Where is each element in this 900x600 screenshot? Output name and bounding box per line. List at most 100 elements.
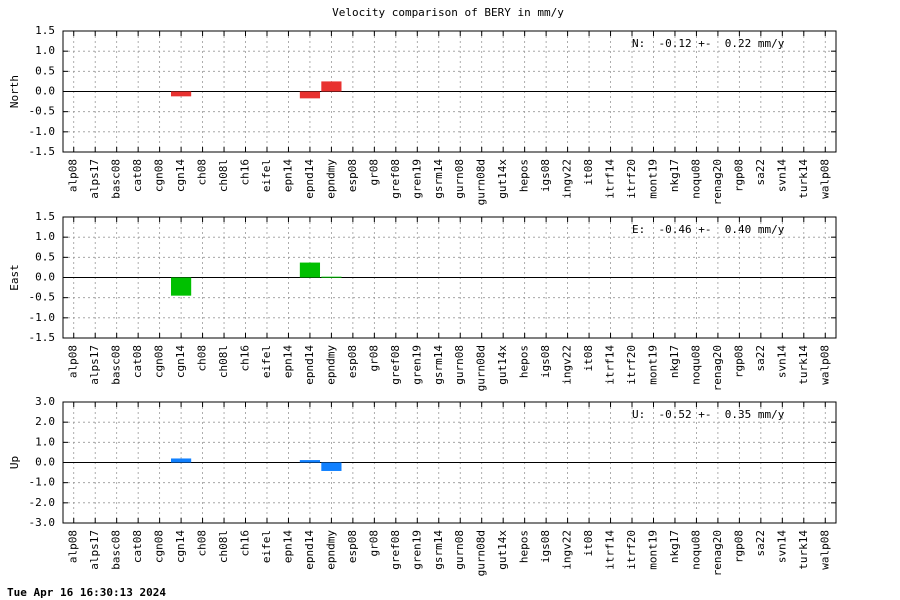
x-tick-label: basc08	[110, 530, 123, 570]
x-tick-label: ch08	[196, 345, 209, 372]
x-tick-label: ch16	[239, 159, 252, 186]
x-tick-label: hepos	[518, 345, 531, 378]
x-tick-label: walp08	[818, 159, 831, 199]
bar	[321, 462, 342, 471]
x-tick-label: epndmy	[324, 159, 337, 199]
x-tick-label: turk14	[797, 530, 810, 570]
x-tick-label: ingv22	[561, 530, 574, 570]
x-tick-label: gref08	[389, 530, 402, 570]
x-tick-label: nkg17	[668, 159, 681, 192]
x-tick-label: gurn08	[453, 345, 466, 385]
x-tick-label: renag20	[711, 159, 724, 205]
x-tick-label: eifel	[260, 345, 273, 378]
bar	[171, 458, 192, 463]
y-tick-label: -1.5	[29, 145, 56, 158]
x-tick-label: sa22	[754, 345, 767, 372]
x-tick-label: mont19	[646, 159, 659, 199]
bar	[299, 262, 321, 278]
y-axis-label: Up	[8, 456, 21, 469]
x-tick-label: cgn14	[174, 345, 187, 378]
y-tick-label: 0.0	[35, 271, 55, 284]
x-tick-label: svn14	[775, 159, 788, 192]
plot-frame	[62, 216, 837, 339]
x-tick-label: igs08	[539, 345, 552, 378]
x-tick-label: noqu08	[689, 530, 702, 570]
x-tick-label: epn14	[281, 159, 294, 192]
x-tick-label: gref08	[389, 159, 402, 199]
y-tick-label: -1.0	[29, 125, 56, 138]
x-tick-label: rgp08	[732, 530, 745, 563]
x-tick-label: epnd14	[303, 530, 316, 570]
x-tick-label: gurn08	[453, 159, 466, 199]
x-tick-label: alps17	[88, 159, 101, 199]
x-tick-label: itrf20	[625, 345, 638, 385]
x-tick-label: gut14x	[496, 345, 509, 385]
y-tick-label: -1.5	[29, 331, 56, 344]
x-tick-label: rgp08	[732, 345, 745, 378]
x-tick-label: itrf14	[604, 345, 617, 385]
page-title: Velocity comparison of BERY in mm/y	[332, 6, 564, 19]
x-tick-label: gren19	[410, 530, 423, 570]
x-tick-label: turk14	[797, 159, 810, 199]
x-tick-label: basc08	[110, 159, 123, 199]
x-tick-label: basc08	[110, 345, 123, 385]
x-tick-label: walp08	[818, 345, 831, 385]
x-tick-label: gsrm14	[432, 530, 445, 570]
x-tick-label: renag20	[711, 345, 724, 391]
x-tick-label: gren19	[410, 345, 423, 385]
x-tick-label: svn14	[775, 530, 788, 563]
x-tick-label: gut14x	[496, 530, 509, 570]
y-axis-label: North	[8, 75, 21, 108]
annotation: U: -0.52 +- 0.35 mm/y	[632, 408, 785, 421]
y-tick-label: -2.0	[29, 496, 56, 509]
annotation: E: -0.46 +- 0.40 mm/y	[632, 223, 785, 236]
x-tick-label: nkg17	[668, 345, 681, 378]
x-tick-label: walp08	[818, 530, 831, 570]
x-tick-label: alp08	[67, 159, 80, 192]
x-tick-label: cat08	[131, 345, 144, 378]
x-tick-label: it08	[582, 530, 595, 557]
y-tick-label: -1.0	[29, 311, 56, 324]
x-tick-label: gr08	[367, 345, 380, 372]
x-tick-label: cgn14	[174, 530, 187, 563]
x-tick-label: alps17	[88, 345, 101, 385]
x-tick-label: eifel	[260, 159, 273, 192]
x-tick-label: epnd14	[303, 345, 316, 385]
y-tick-label: 1.0	[35, 435, 55, 448]
x-tick-label: cat08	[131, 159, 144, 192]
y-tick-label: 2.0	[35, 415, 55, 428]
x-tick-label: cgn08	[153, 159, 166, 192]
x-tick-label: cgn08	[153, 345, 166, 378]
x-tick-label: gut14x	[496, 159, 509, 199]
x-tick-label: hepos	[518, 159, 531, 192]
bar	[299, 91, 321, 99]
x-tick-label: gsrm14	[432, 345, 445, 385]
x-tick-label: epnd14	[303, 159, 316, 199]
x-tick-label: gurn08d	[475, 345, 488, 391]
x-tick-label: esp08	[346, 159, 359, 192]
y-tick-label: -0.5	[29, 291, 56, 304]
bar	[171, 91, 192, 97]
x-tick-label: epn14	[281, 345, 294, 378]
annotation: N: -0.12 +- 0.22 mm/y	[632, 37, 785, 50]
x-tick-label: itrf20	[625, 159, 638, 199]
x-tick-label: noqu08	[689, 345, 702, 385]
plot-frame	[62, 30, 837, 153]
y-tick-label: 0.0	[35, 85, 55, 98]
bar	[321, 81, 342, 92]
y-tick-label: 0.0	[35, 456, 55, 469]
x-tick-label: cat08	[131, 530, 144, 563]
x-tick-label: ch08l	[217, 345, 230, 378]
y-tick-label: 1.5	[35, 210, 55, 223]
plot-frame	[62, 401, 837, 524]
x-tick-label: gurn08	[453, 530, 466, 570]
x-tick-label: ch16	[239, 530, 252, 557]
x-tick-label: ch08l	[217, 159, 230, 192]
x-tick-label: epndmy	[324, 345, 337, 385]
x-tick-label: ch08l	[217, 530, 230, 563]
y-tick-label: -3.0	[29, 516, 56, 529]
x-tick-label: igs08	[539, 530, 552, 563]
x-tick-label: cgn14	[174, 159, 187, 192]
x-tick-label: itrf14	[604, 159, 617, 199]
y-tick-label: 0.5	[35, 250, 55, 263]
